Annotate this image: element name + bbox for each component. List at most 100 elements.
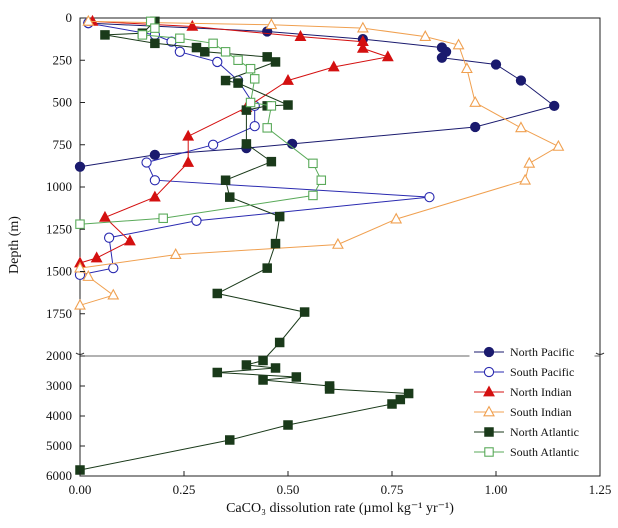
data-point-south-indian — [82, 14, 95, 26]
tick-layer: 0.00 0.25 0.50 0.75 1.00 1.25 0 250 500 750 1000 12… — [46, 10, 611, 497]
legend-marker — [484, 427, 494, 437]
legend-marker — [483, 346, 495, 358]
data-point-north-pacific — [149, 149, 161, 161]
data-point-north-indian — [381, 50, 394, 62]
data-point-north-atlantic — [283, 100, 293, 110]
data-point-south-indian — [390, 212, 403, 224]
series-line-south-pacific — [79, 22, 430, 276]
legend-item-south-indian: South Indian — [474, 405, 572, 419]
y-tick-label: 750 — [53, 137, 73, 152]
legend: North Pacific South Pacific North Indian So… — [469, 337, 595, 471]
y-tick-label: 6000 — [46, 468, 72, 483]
data-point-north-atlantic — [225, 192, 235, 202]
data-point-south-pacific — [207, 139, 219, 150]
series-north-indian — [74, 14, 394, 268]
legend-label: North Indian — [510, 385, 572, 399]
data-point-south-atlantic — [175, 33, 185, 44]
data-point-south-atlantic — [249, 74, 260, 84]
data-point-south-indian — [552, 139, 565, 151]
legend-marker — [483, 366, 495, 378]
data-point-south-indian — [82, 270, 95, 281]
y-tick-label: 4000 — [46, 408, 72, 423]
series-south-pacific — [74, 17, 435, 281]
x-axis-title: CaCO₃ dissolution rate (µmol kg⁻¹ yr⁻¹) — [226, 501, 454, 516]
data-point-north-indian — [182, 155, 195, 167]
data-point-south-pacific — [141, 157, 152, 168]
x-tick-label: 0.00 — [69, 482, 92, 497]
data-point-north-atlantic — [233, 78, 243, 88]
data-point-south-indian — [419, 30, 432, 41]
data-point-south-indian — [460, 62, 473, 74]
data-point-north-atlantic — [258, 375, 268, 385]
series-line-north-atlantic — [79, 21, 411, 471]
data-point-south-pacific — [424, 191, 435, 203]
data-point-north-atlantic — [274, 211, 285, 222]
data-point-south-atlantic — [137, 30, 148, 40]
data-point-south-indian — [519, 173, 532, 185]
data-point-south-atlantic — [316, 175, 327, 185]
series-line-south-indian — [78, 20, 560, 306]
data-point-north-pacific — [436, 52, 448, 63]
legend-marker — [484, 447, 494, 457]
data-point-north-pacific — [549, 100, 560, 112]
series-north-pacific — [74, 17, 560, 172]
y-tick-label: 3000 — [46, 378, 72, 393]
series-south-indian — [74, 14, 565, 310]
y-tick-label: 1000 — [46, 179, 72, 194]
legend-label: South Indian — [510, 405, 572, 419]
data-point-north-atlantic — [387, 399, 397, 409]
series-north-atlantic — [75, 16, 414, 475]
data-point-north-indian — [182, 129, 195, 141]
data-point-south-indian — [169, 248, 182, 259]
data-point-south-pacific — [191, 215, 202, 226]
y-tick-label: 1750 — [46, 306, 72, 321]
data-point-south-indian — [452, 38, 465, 50]
data-point-south-pacific — [149, 175, 161, 186]
data-point-south-pacific — [103, 232, 115, 243]
axis-break-mark-left — [75, 352, 85, 355]
series-layer — [74, 14, 565, 475]
data-point-north-indian — [186, 19, 199, 31]
data-point-north-atlantic — [225, 435, 235, 445]
y-tick-label: 5000 — [46, 438, 72, 453]
legend-label: South Atlantic — [510, 445, 579, 459]
legend-label: North Atlantic — [510, 425, 579, 439]
axis-break-mark-right — [595, 352, 605, 355]
data-point-north-atlantic — [220, 75, 231, 86]
legend-marker — [483, 405, 495, 417]
data-point-north-atlantic — [274, 337, 285, 348]
data-point-north-indian — [148, 190, 161, 202]
data-point-south-indian — [74, 298, 86, 310]
data-point-north-atlantic — [258, 355, 268, 366]
data-point-south-atlantic — [233, 55, 243, 65]
data-point-north-atlantic — [191, 42, 202, 53]
data-point-south-indian — [331, 237, 344, 249]
data-point-north-pacific — [490, 59, 502, 70]
data-point-north-pacific — [515, 75, 527, 86]
data-point-north-atlantic — [270, 363, 281, 373]
data-point-south-atlantic — [262, 123, 272, 133]
data-point-north-atlantic — [283, 420, 293, 430]
y-tick-label: 250 — [53, 52, 73, 67]
data-point-north-atlantic — [266, 156, 277, 167]
data-point-north-indian — [294, 30, 307, 41]
legend-item-south-atlantic: South Atlantic — [474, 445, 579, 459]
series-south-atlantic — [75, 16, 327, 229]
data-point-north-atlantic — [212, 367, 223, 378]
data-point-north-atlantic — [220, 175, 231, 185]
data-point-south-indian — [265, 18, 278, 30]
data-point-north-atlantic — [270, 57, 281, 67]
legend-label: North Pacific — [510, 345, 574, 359]
legend-item-north-indian: North Indian — [474, 385, 572, 399]
data-point-north-atlantic — [241, 139, 252, 149]
data-point-north-atlantic — [403, 388, 414, 399]
data-point-south-atlantic — [150, 23, 160, 33]
data-point-north-atlantic — [270, 238, 281, 249]
data-point-south-atlantic — [245, 63, 256, 74]
data-point-south-indian — [523, 156, 536, 168]
y-tick-label: 500 — [53, 95, 73, 110]
legend-item-north-atlantic: North Atlantic — [474, 425, 579, 439]
data-point-north-indian — [327, 60, 340, 72]
legend-marker — [483, 385, 495, 397]
